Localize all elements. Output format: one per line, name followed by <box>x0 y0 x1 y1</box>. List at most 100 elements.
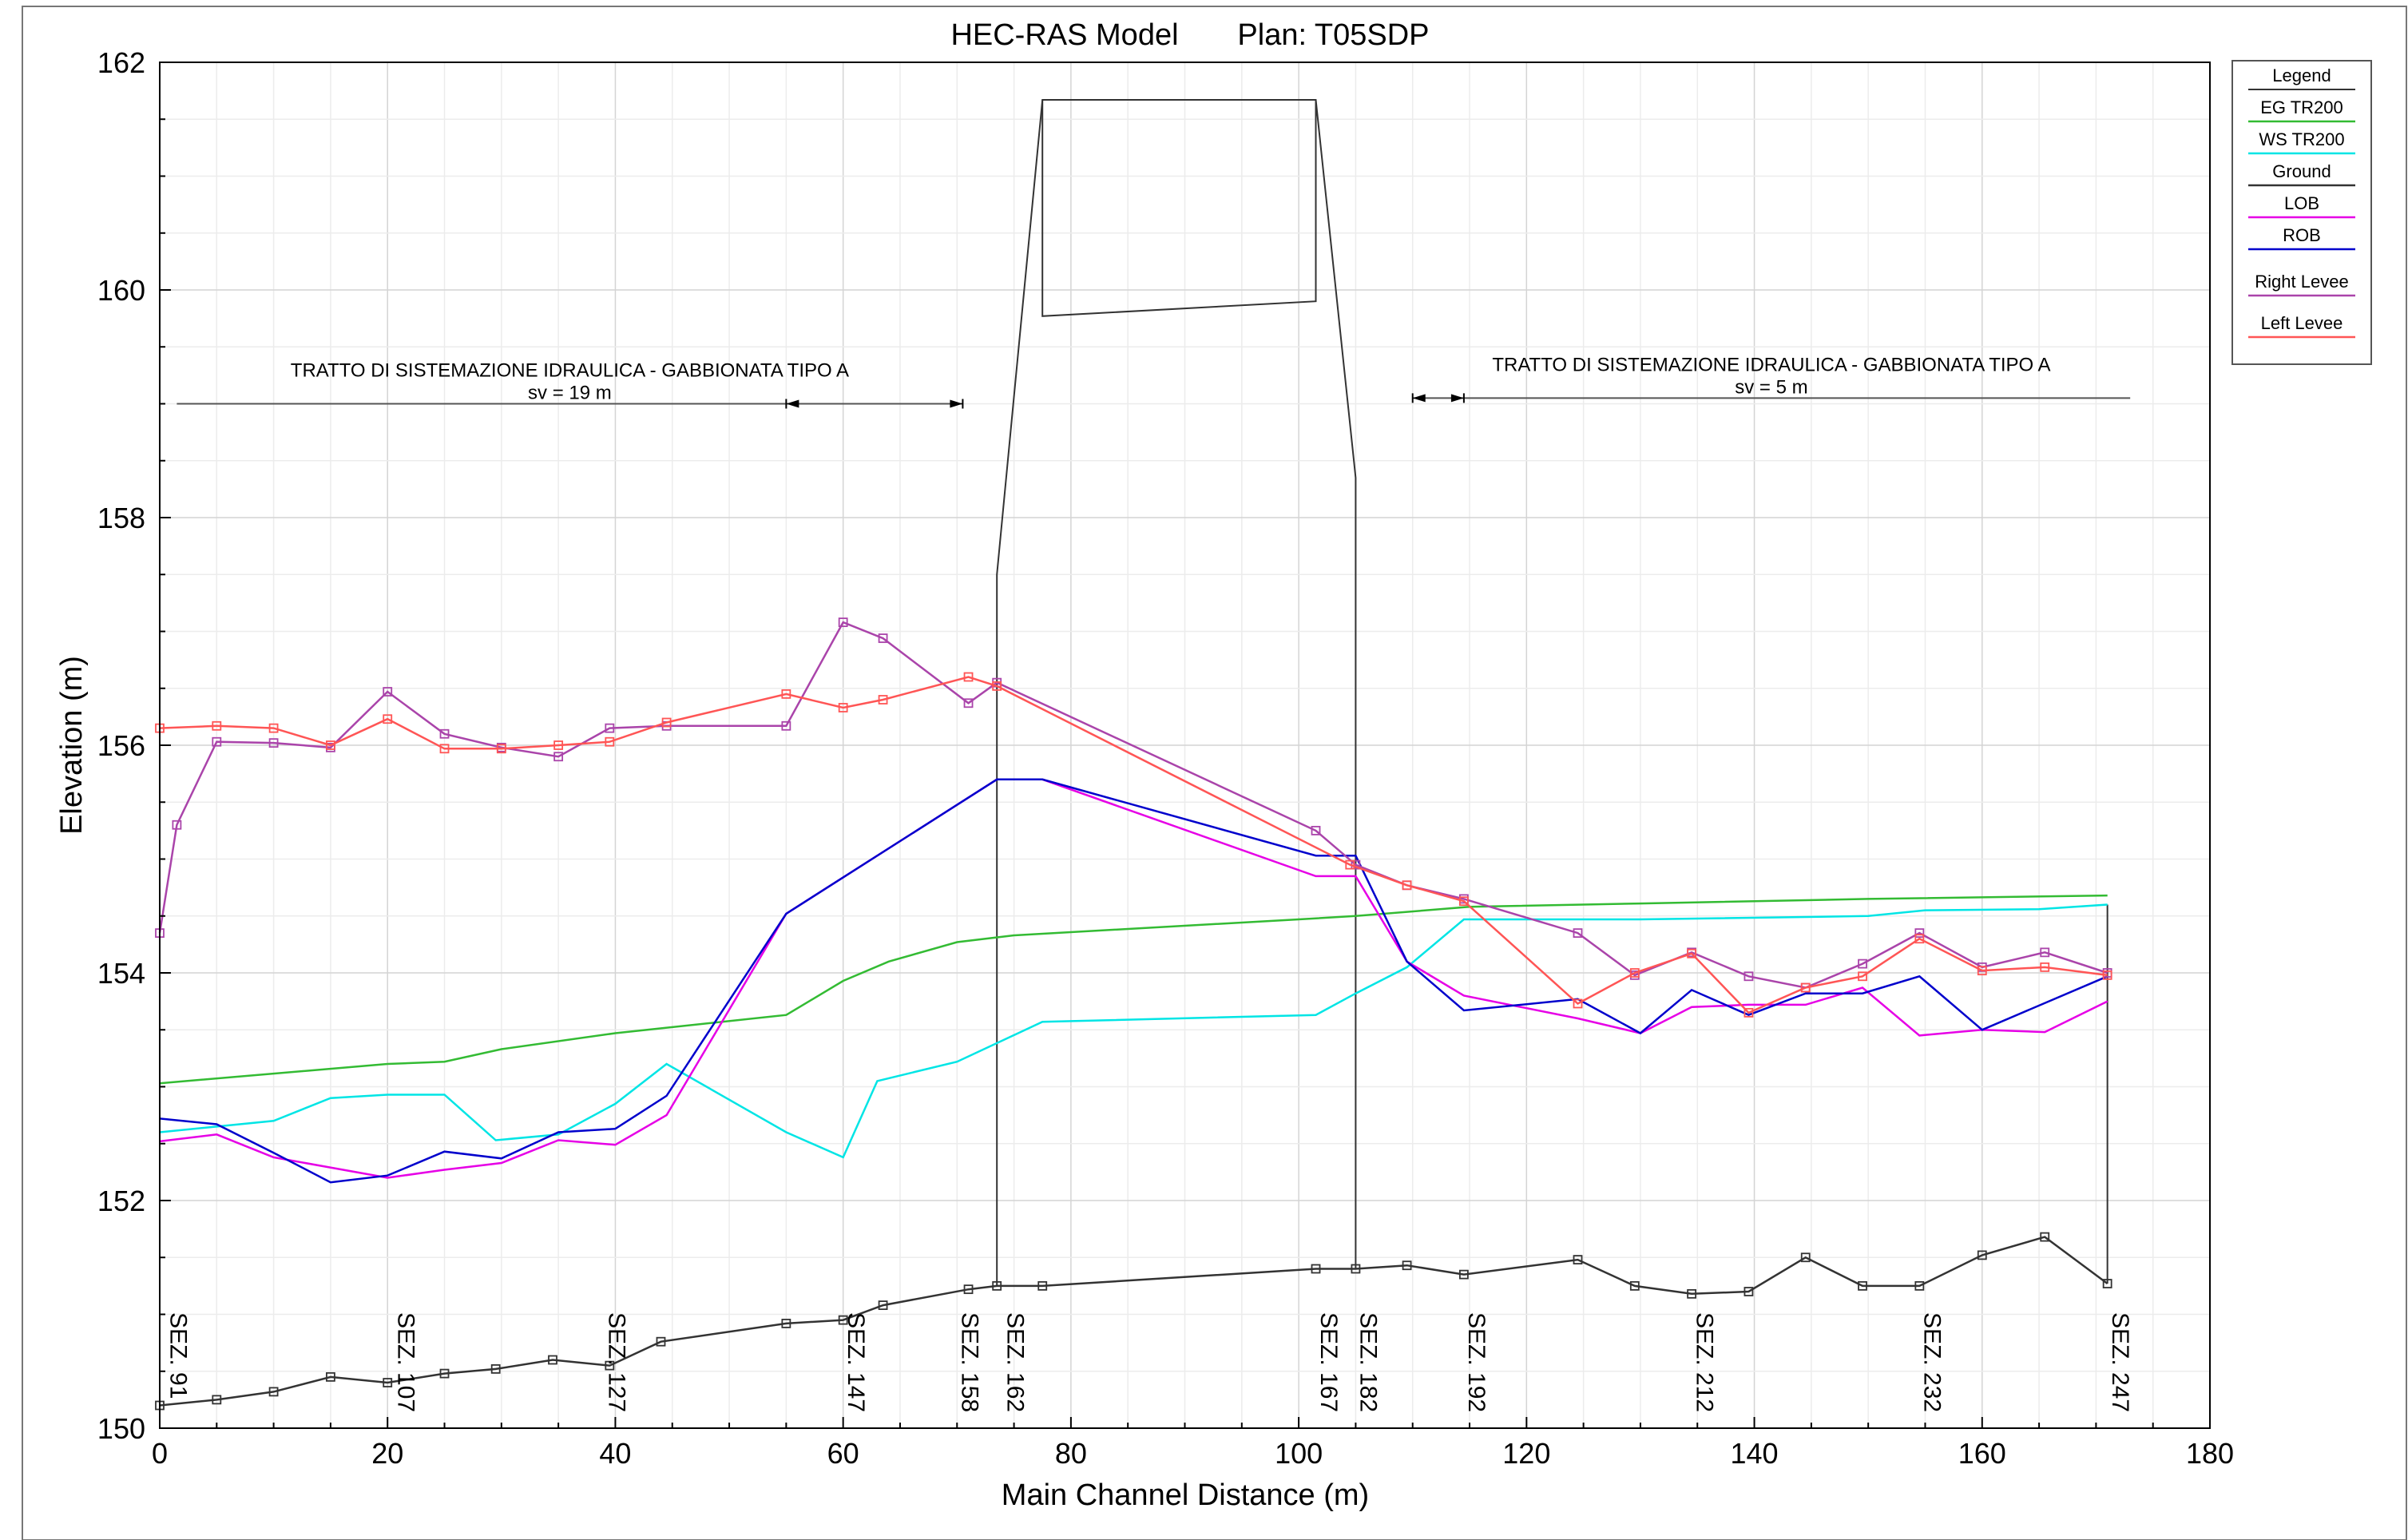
data-point <box>1629 1280 1640 1291</box>
bridge-deck <box>1041 100 1317 317</box>
data-point <box>1458 1269 1469 1280</box>
annotation-title: TRATTO DI SISTEMAZIONE IDRAULICA - GABBI… <box>291 360 849 382</box>
x-tick-label: 140 <box>1731 1437 1779 1470</box>
series-lob <box>159 778 2108 1179</box>
grid <box>160 62 2210 1428</box>
data-point <box>1037 1280 1048 1291</box>
y-tick-label: 152 <box>97 1185 145 1217</box>
section-label: SEZ. 212 <box>1691 1312 1717 1412</box>
data-point <box>1858 1280 1867 1291</box>
series-line <box>159 894 2108 1085</box>
data-point <box>838 703 848 712</box>
data-point <box>383 714 393 724</box>
x-tick-label: 100 <box>1275 1437 1323 1470</box>
y-tick-label: 158 <box>97 502 145 534</box>
series-ground <box>155 1232 2112 1411</box>
data-point <box>212 720 222 731</box>
data-point <box>1311 1264 1321 1274</box>
data-point <box>1573 1255 1583 1264</box>
data-point <box>326 740 335 750</box>
data-point <box>781 689 791 699</box>
data-point <box>268 1387 279 1397</box>
legend-label: Left Levee <box>2261 313 2343 333</box>
x-tick-label: 120 <box>1502 1437 1550 1470</box>
data-point <box>212 1395 222 1405</box>
section-label: SEZ. 182 <box>1355 1312 1382 1412</box>
series-line <box>158 621 2108 989</box>
data-point <box>963 672 974 682</box>
section-label: SEZ. 158 <box>957 1312 983 1412</box>
data-point <box>1458 896 1469 907</box>
axis-ticks: 0 20 40 60 80 100 120 140 160 180 150 152 154 156 158 1… <box>97 46 2234 1470</box>
data-point <box>383 1378 393 1387</box>
data-point <box>605 736 615 747</box>
x-tick-label: 40 <box>599 1437 631 1470</box>
data-point <box>553 740 564 750</box>
data-point <box>1914 928 1925 939</box>
data-point <box>963 698 974 708</box>
data-point <box>383 687 393 697</box>
data-point <box>838 1315 848 1325</box>
data-point <box>439 744 450 754</box>
x-tick-label: 20 <box>371 1437 403 1470</box>
section-label: SEZ. 127 <box>603 1312 629 1412</box>
data-point <box>878 1300 888 1310</box>
legend-label: EG TR200 <box>2260 97 2343 117</box>
x-axis-title: Main Channel Distance (m) <box>1002 1478 1369 1512</box>
outer-frame <box>22 6 2407 1540</box>
y-tick-label: 156 <box>97 729 145 762</box>
data-point <box>2040 962 2050 972</box>
annotation-sv: sv = 19 m <box>528 383 612 404</box>
annotations: TRATTO DI SISTEMAZIONE IDRAULICA - GABBI… <box>177 354 2131 409</box>
legend-label: ROB <box>2283 225 2321 245</box>
data-point <box>1311 825 1321 835</box>
y-tick-label: 150 <box>97 1412 145 1445</box>
data-point <box>605 723 615 733</box>
data-point <box>1800 982 1811 993</box>
chart-title: HEC-RAS Model Plan: T05SDP <box>950 18 1429 52</box>
data-point <box>490 1364 501 1374</box>
annotation-arrow <box>786 399 799 408</box>
data-point <box>212 736 222 747</box>
series-rob <box>159 778 2108 1184</box>
data-point <box>1573 998 1583 1009</box>
data-point <box>878 633 888 643</box>
series-line <box>159 1236 2108 1407</box>
y-tick-label: 160 <box>97 274 145 307</box>
legend: Legend EG TR200 WS TR200 Ground LOB ROB Right … <box>2231 60 2372 365</box>
annotation-arrow <box>1412 394 1426 403</box>
series-line <box>159 778 2108 1184</box>
section-label: SEZ. 232 <box>1919 1312 1946 1412</box>
x-tick-label: 160 <box>1958 1437 2006 1470</box>
data-point <box>992 681 1002 691</box>
bridge-structure <box>996 99 2108 1286</box>
data-point <box>1914 934 1925 944</box>
data-point <box>1977 1250 1987 1260</box>
legend-box <box>2231 60 2372 365</box>
data-point <box>2102 970 2112 980</box>
series-line <box>159 676 2108 1014</box>
data-point <box>1402 1260 1412 1271</box>
y-axis-title: Elevation (m) <box>55 656 89 835</box>
data-point <box>781 1319 791 1328</box>
section-labels: SEZ. 91 SEZ. 107 SEZ. 127 SEZ. 147 SEZ. 158 S… <box>165 1312 2133 1412</box>
data-point <box>1858 971 1867 982</box>
data-point <box>963 1284 974 1295</box>
section-label: SEZ. 107 <box>393 1312 419 1412</box>
data-point <box>172 820 182 830</box>
section-label: SEZ. 192 <box>1463 1312 1490 1412</box>
data-point <box>1402 880 1412 891</box>
section-label: SEZ. 247 <box>2107 1312 2133 1412</box>
legend-label: WS TR200 <box>2259 129 2344 149</box>
data-point <box>1800 1252 1811 1263</box>
data-point <box>1744 1287 1754 1296</box>
legend-label: LOB <box>2284 193 2319 213</box>
annotation-sv: sv = 5 m <box>1735 376 1807 398</box>
annotation-title: TRATTO DI SISTEMAZIONE IDRAULICA - GABBI… <box>1492 354 2050 375</box>
series-line <box>159 903 2108 1159</box>
data-point <box>2040 947 2050 958</box>
annotation-arrow <box>950 399 963 408</box>
data-point <box>1345 859 1355 870</box>
data-point <box>1977 966 1987 976</box>
data-point <box>1629 968 1640 978</box>
